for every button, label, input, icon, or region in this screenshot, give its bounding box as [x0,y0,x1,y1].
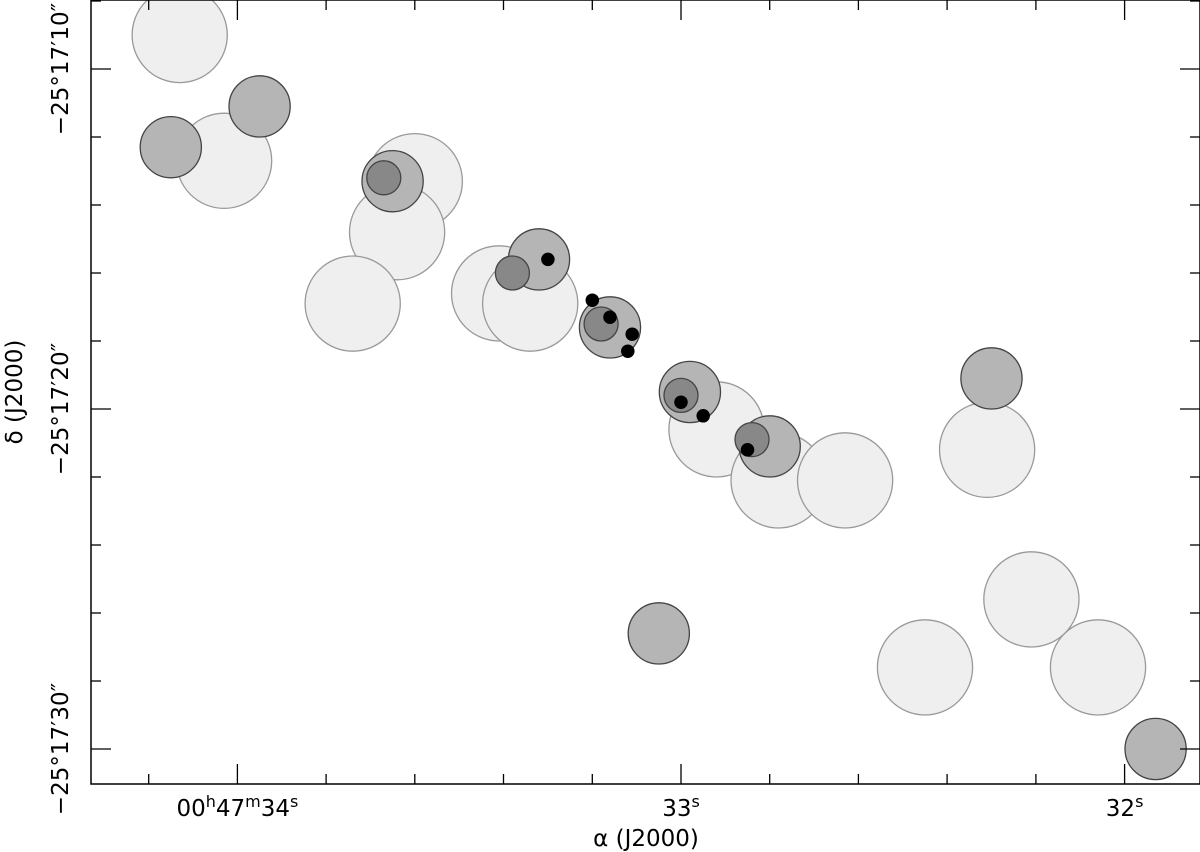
large-light-circle-marker [938,401,1036,499]
large-light-circle-marker [983,551,1080,648]
large-light-circle-marker [876,619,974,716]
large-light-circle-marker [131,0,228,84]
axis-ticks [91,0,1200,784]
medium-grey-circle-marker [1124,717,1187,781]
axis-tick-labels: 00h47m34s 33s 32s −25°17′10″ −25°17′20″ −25°1… [48,2,1143,822]
black-dot-marker [585,293,600,307]
medium-grey-circle-marker [627,602,691,665]
chart-marks [131,0,1187,781]
black-dot-marker [541,252,555,267]
x-tick-label: 00h47m34s [176,792,298,822]
x-tick-label: 32s [1106,792,1144,822]
small-dark-circle-marker [663,377,699,414]
large-light-circle-marker [1049,619,1147,716]
medium-grey-circle-marker [139,115,203,179]
plot-frame [90,0,1200,785]
black-dot-marker [696,409,710,423]
black-dot-marker [674,395,688,409]
large-light-circle-marker [796,432,894,529]
y-tick-label: −25°17′20″ [48,342,74,475]
medium-grey-circle-marker [960,347,1023,410]
black-dot-marker [621,344,635,358]
large-light-circle-marker [304,255,401,352]
black-dot-marker [625,327,639,341]
black-dot-marker [603,310,617,324]
y-tick-label: −25°17′30″ [48,682,74,815]
x-axis-label: α (J2000) [593,826,699,852]
series-black-dot [541,252,755,457]
small-dark-circle-marker [494,255,531,291]
medium-grey-circle-marker [228,75,291,138]
x-tick-label: 33s [662,792,700,822]
black-dot-marker [740,443,755,457]
y-tick-label: −25°17′10″ [48,2,74,135]
y-axis-label: δ (J2000) [2,340,28,445]
small-dark-circle-marker [366,160,402,196]
series-small-dark-circle [366,160,770,458]
